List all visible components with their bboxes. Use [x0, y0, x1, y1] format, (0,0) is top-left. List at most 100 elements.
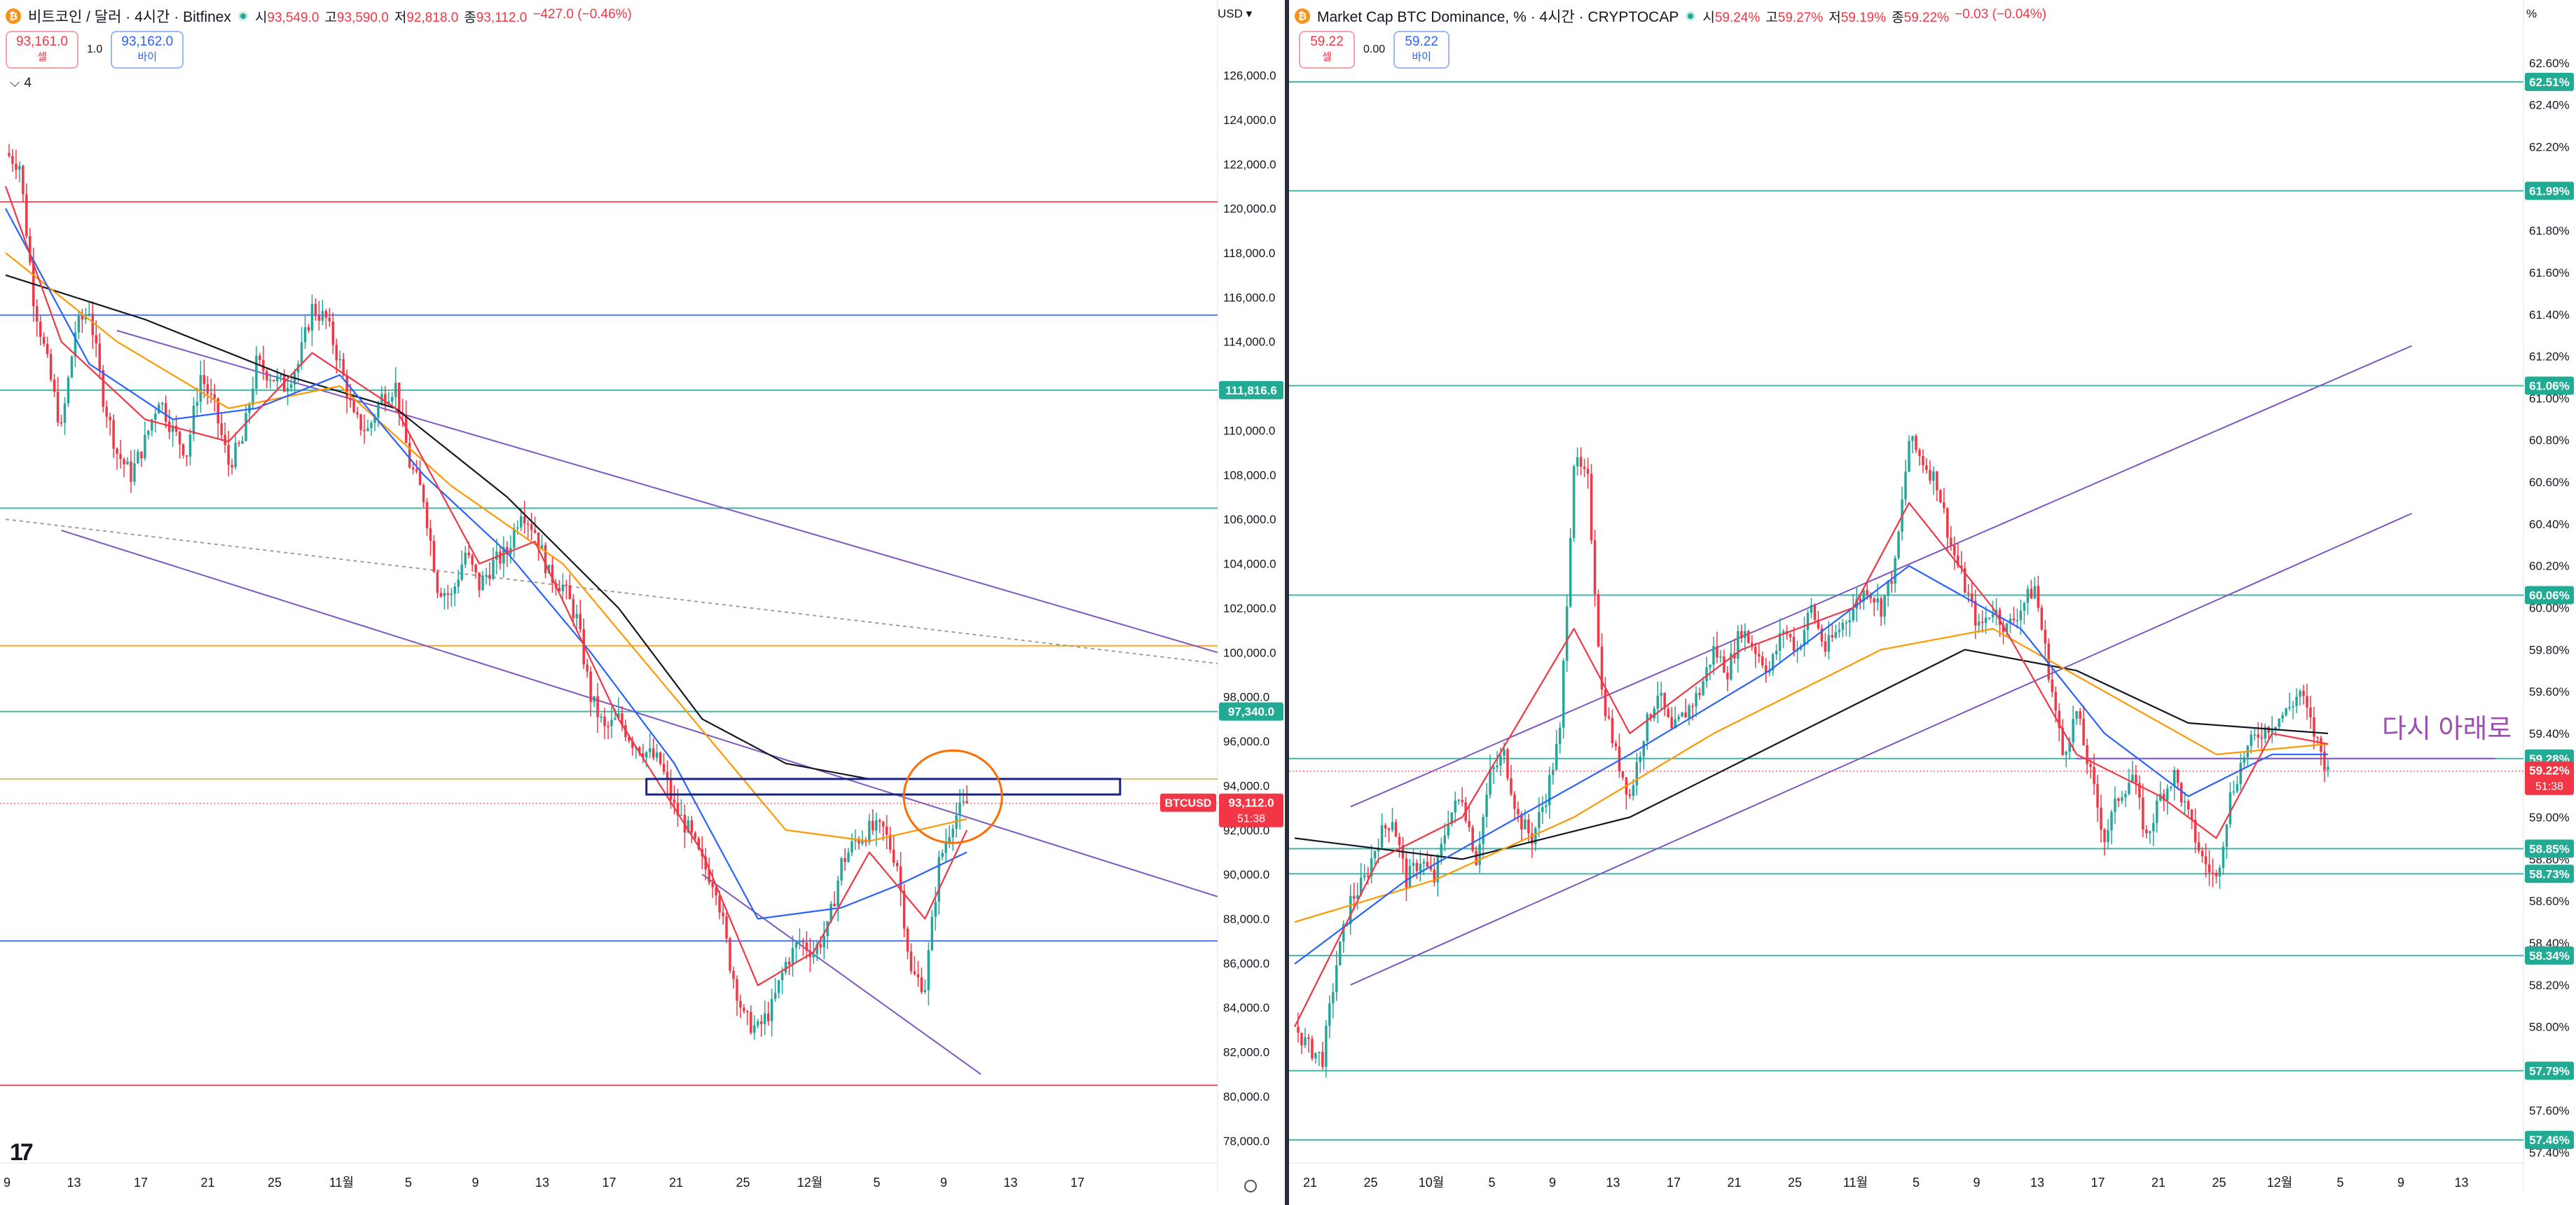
- candle: [2288, 707, 2291, 709]
- candle: [638, 747, 641, 754]
- candle: [1471, 827, 1474, 851]
- candle: [815, 944, 819, 954]
- left-buy-button[interactable]: 93,162.0 바이: [111, 31, 184, 69]
- x-tick-label: 13: [67, 1176, 81, 1190]
- candle: [1950, 537, 1952, 546]
- candle: [237, 443, 240, 444]
- candle: [861, 840, 864, 844]
- candle: [1534, 827, 1537, 844]
- left-chart-pane[interactable]: 78,000.0 80,000.0 82,000.0 84,000.0 86,000.0…: [0, 0, 1285, 1205]
- candle: [2299, 691, 2301, 697]
- candle: [2058, 710, 2061, 729]
- candle: [1335, 965, 1338, 993]
- candle: [338, 359, 341, 361]
- candle: [8, 153, 11, 156]
- x-tick-label: 21: [200, 1176, 214, 1190]
- candle: [753, 1025, 756, 1033]
- candle: [1485, 794, 1488, 818]
- candle: [1730, 653, 1733, 680]
- candle: [757, 1021, 759, 1026]
- x-tick-label: 9: [1549, 1176, 1556, 1190]
- gear-icon[interactable]: [1244, 1180, 1257, 1192]
- candle: [2292, 705, 2294, 708]
- y-tick-label: 60.20%: [2529, 560, 2570, 573]
- candle: [2051, 679, 2054, 692]
- candle: [1827, 635, 1831, 652]
- candle: [460, 564, 463, 580]
- candle: [1562, 661, 1565, 728]
- candle: [324, 310, 328, 318]
- candle: [704, 856, 707, 870]
- ema-mid-line: [1294, 565, 2328, 965]
- right-symbol-title[interactable]: Market Cap BTC Dominance, % · 4시간 · CRYP…: [1317, 9, 1679, 25]
- candle: [1761, 656, 1764, 666]
- right-chart-pane[interactable]: 57.40%57.60%57.80%58.00%58.20%58.40%58.6…: [1289, 0, 2576, 1205]
- candle: [1600, 646, 1604, 690]
- right-axis-unit[interactable]: %: [2526, 7, 2537, 20]
- last-price-badge: [2525, 761, 2574, 795]
- left-trade-panel: 93,161.0 셀 1.0 93,162.0 바이: [6, 31, 184, 69]
- candle: [1751, 642, 1754, 647]
- candle: [1531, 833, 1534, 844]
- candle: [1565, 606, 1569, 661]
- candle: [1897, 531, 1900, 558]
- candle: [513, 528, 516, 549]
- right-spread: 0.00: [1363, 43, 1386, 55]
- candle: [1569, 537, 1572, 607]
- candle: [1733, 653, 1736, 659]
- left-sell-button[interactable]: 93,161.0 셀: [6, 31, 78, 69]
- candle: [266, 371, 268, 381]
- candle: [345, 376, 348, 399]
- candle: [2207, 864, 2211, 873]
- y-tick-label: 122,000.0: [1223, 158, 1276, 171]
- price-level-label: 58.73%: [2529, 867, 2570, 881]
- candle: [1936, 471, 1938, 490]
- candle: [892, 849, 895, 863]
- candle: [123, 459, 125, 464]
- candle: [1339, 942, 1342, 965]
- candle: [474, 564, 477, 573]
- candle: [1852, 608, 1855, 621]
- price-level-badge: [2525, 839, 2574, 858]
- candle: [857, 840, 860, 844]
- btc-dominance-chart[interactable]: 57.40%57.60%57.80%58.00%58.20%58.40%58.6…: [1289, 0, 2576, 1205]
- candle: [429, 528, 432, 541]
- candle: [144, 434, 146, 459]
- candle: [1845, 622, 1848, 624]
- candle: [2142, 797, 2144, 830]
- candle: [1314, 1052, 1317, 1059]
- btcusd-chart[interactable]: 78,000.0 80,000.0 82,000.0 84,000.0 86,000.0…: [0, 0, 1285, 1205]
- y-tick-label: 120,000.0: [1223, 202, 1276, 216]
- indicator-collapse[interactable]: ⌵ 4: [10, 76, 32, 90]
- candle: [1873, 598, 1875, 602]
- candle: [2019, 610, 2023, 621]
- candle: [965, 801, 968, 804]
- candle: [645, 752, 648, 758]
- x-tick-label: 25: [2212, 1176, 2226, 1190]
- left-symbol-title[interactable]: 비트코인 / 달러 · 4시간 · Bitfinex: [28, 9, 231, 25]
- candle: [2243, 757, 2246, 763]
- candle: [760, 1021, 763, 1024]
- candle: [220, 423, 223, 435]
- candle: [680, 815, 683, 816]
- bar-countdown: 51:38: [2535, 781, 2563, 793]
- pane-divider[interactable]: [1285, 0, 1289, 1205]
- right-sell-button[interactable]: 59.22 셀: [1299, 31, 1355, 69]
- candle: [300, 342, 303, 364]
- candle: [2274, 727, 2277, 729]
- candle: [847, 852, 850, 862]
- candle: [88, 313, 91, 315]
- candle: [422, 485, 425, 502]
- left-axis-unit[interactable]: USD ▾: [1218, 7, 1253, 20]
- candle: [398, 383, 401, 413]
- candle: [1520, 814, 1523, 829]
- y-tick-label: 126,000.0: [1223, 69, 1276, 83]
- candle: [63, 403, 67, 423]
- candle: [1517, 808, 1520, 815]
- price-level-badge: [2525, 1061, 2574, 1080]
- tradingview-logo-icon[interactable]: 17: [10, 1139, 34, 1166]
- right-buy-button[interactable]: 59.22 바이: [1393, 31, 1450, 69]
- candle: [1747, 631, 1750, 643]
- candle: [1558, 727, 1562, 744]
- candle: [2124, 794, 2127, 798]
